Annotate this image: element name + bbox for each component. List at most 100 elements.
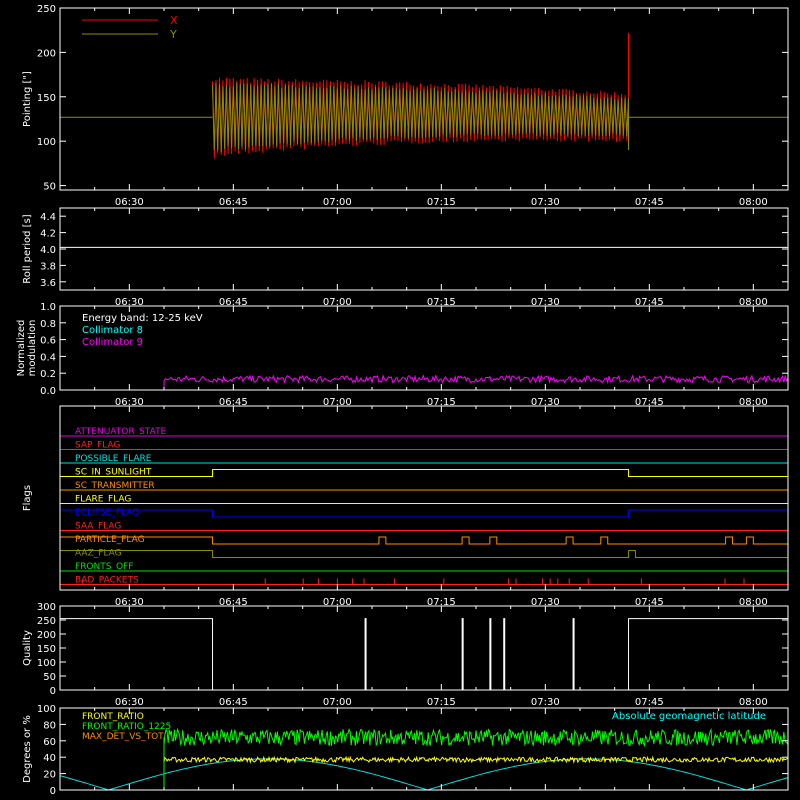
x-tick-label: 07:45 [635, 397, 664, 408]
flag-line-sc_in_sunlight [60, 469, 788, 477]
x-tick-label: 06:30 [115, 397, 144, 408]
y-label-1: Roll period [s] [22, 214, 33, 283]
y-label-0: Pointing ["] [22, 71, 33, 127]
x-tick-label: 07:15 [427, 597, 456, 608]
y-tick-label: 150 [37, 93, 56, 104]
x-tick-label: 07:00 [323, 297, 352, 308]
y-tick-label: 40 [43, 753, 56, 764]
y-tick-label: 20 [43, 770, 56, 781]
y-tick-label: 60 [43, 737, 56, 748]
y-tick-label: 3.6 [40, 278, 56, 289]
flag-label: FLARE_FLAG [75, 495, 131, 505]
legend-label: Y [169, 28, 177, 41]
x-axis-3: 06:30 06:45 07:00 07:15 07:30 07:45 08:00 [59, 406, 789, 608]
y-axis-label: Normalized [16, 320, 27, 377]
y-label-3: Flags [22, 485, 33, 511]
x-tick-label: 07:00 [323, 597, 352, 608]
x-tick-label: 07:30 [531, 697, 560, 708]
series-line-Y [212, 82, 629, 153]
y-tick-label: 300 [37, 602, 56, 613]
annotation: Absolute geomagnetic latitude [612, 711, 766, 722]
legend-label: MAX_DET_VS_TOT [82, 732, 164, 742]
y-label-2: Normalized modulation [16, 320, 38, 377]
flag-label: ECLIPSE_FLAG [75, 508, 139, 518]
y-tick-label: 4.4 [40, 212, 56, 223]
flag-line-eclipse_flag [59, 509, 789, 518]
x-tick-label: 08:00 [739, 397, 768, 408]
y-tick-label: 250 [37, 616, 56, 627]
y-axis-5: 0 20 40 60 80 100 [37, 704, 788, 797]
y-axis-2: 0.0 0.2 0.4 0.6 0.8 1.0 [40, 302, 788, 397]
y-tick-label: 200 [37, 630, 56, 641]
flags-plot: ATTENUATOR_STATE SAP_FLAG POSSIBLE_FLARE SC… [59, 427, 789, 586]
x-tick-label: 07:15 [427, 297, 456, 308]
x-tick-label: 06:30 [115, 297, 144, 308]
y-tick-label: 50 [43, 182, 56, 193]
y-axis-0: 50 100 150 200 250 [37, 4, 788, 193]
legend-label: FRONT_RATIO [82, 712, 144, 722]
x-tick-label: 07:15 [427, 197, 456, 208]
x-tick-label: 06:45 [219, 697, 248, 708]
x-tick-label: 07:15 [427, 697, 456, 708]
y-tick-label: 150 [37, 644, 56, 655]
x-tick-label: 07:00 [323, 697, 352, 708]
annotation: Collimator 8 [82, 325, 143, 336]
x-tick-label: 06:30 [115, 597, 144, 608]
x-tick-label: 08:00 [739, 697, 768, 708]
y-tick-label: 0.4 [40, 352, 56, 363]
x-axis-4: 06:30 06:45 07:00 07:15 07:30 07:45 08:00 [59, 606, 789, 708]
panel-frame-5 [59, 707, 789, 791]
quality-plot [60, 618, 788, 691]
panel-frame-3 [59, 405, 789, 591]
x-tick-label: 07:30 [531, 197, 560, 208]
x-tick-label: 07:45 [635, 297, 664, 308]
y-label-4: Quality [22, 630, 33, 666]
y-tick-label: 0.0 [40, 386, 56, 397]
flag-label: BAD_PACKETS [75, 576, 139, 586]
y-tick-label: 1.0 [40, 302, 56, 313]
flag-label: AAZ_FLAG [75, 549, 122, 559]
y-tick-label: 200 [37, 48, 56, 59]
y-tick-label: 4.2 [40, 229, 56, 240]
y-tick-label: 3.8 [40, 261, 56, 272]
panel-frame-2 [59, 305, 789, 391]
panel-frame-1 [59, 207, 789, 291]
x-tick-label: 06:30 [115, 197, 144, 208]
x-tick-label: 06:45 [219, 297, 248, 308]
y-tick-label: 0.6 [40, 336, 56, 347]
y-tick-label: 0.8 [40, 319, 56, 330]
x-tick-label: 08:00 [739, 597, 768, 608]
x-tick-label: 07:00 [323, 197, 352, 208]
y-tick-label: 250 [37, 4, 56, 15]
legend-label: FRONT_RATIO_1225 [82, 722, 171, 732]
x-tick-label: 07:00 [323, 397, 352, 408]
pointing-plot: XY [60, 14, 788, 159]
x-axis-0: 06:30 06:45 07:00 07:15 07:30 07:45 08:00 [59, 8, 789, 208]
flag-line-particle_flag [59, 536, 788, 545]
x-axis-2: 06:30 06:45 07:00 07:15 07:30 07:45 08:00 [59, 306, 789, 408]
y-axis-4: 0 50 100 150 200 250 300 [37, 602, 788, 697]
geo-plot: FRONT_RATIOFRONT_RATIO_1225MAX_DET_VS_TO… [59, 711, 789, 791]
panel-frame-0 [59, 7, 789, 191]
y-tick-label: 4.0 [40, 245, 56, 256]
x-tick-label: 07:30 [531, 297, 560, 308]
y-axis-label: Flags [22, 485, 33, 511]
quality-line [60, 618, 788, 691]
flag-label: SC_IN_SUNLIGHT [75, 468, 152, 478]
y-tick-label: 80 [43, 720, 56, 731]
series-line-front_ratio_1225 [60, 727, 789, 791]
flag-label: PARTICLE_FLAG [75, 535, 145, 545]
x-tick-label: 07:30 [531, 397, 560, 408]
flag-label: POSSIBLE_FLARE [75, 454, 152, 464]
x-tick-label: 07:45 [635, 197, 664, 208]
flag-line-aaz_flag [59, 550, 788, 558]
y-axis-label: Roll period [s] [22, 214, 33, 283]
x-tick-label: 06:45 [219, 197, 248, 208]
annotation: Energy band: 12-25 keV [82, 313, 203, 324]
annotation: Collimator 9 [82, 337, 143, 348]
flag-label: SC_TRANSMITTER [75, 481, 155, 491]
y-tick-label: 0.2 [40, 369, 56, 380]
y-axis-label: Degrees or % [22, 715, 33, 783]
